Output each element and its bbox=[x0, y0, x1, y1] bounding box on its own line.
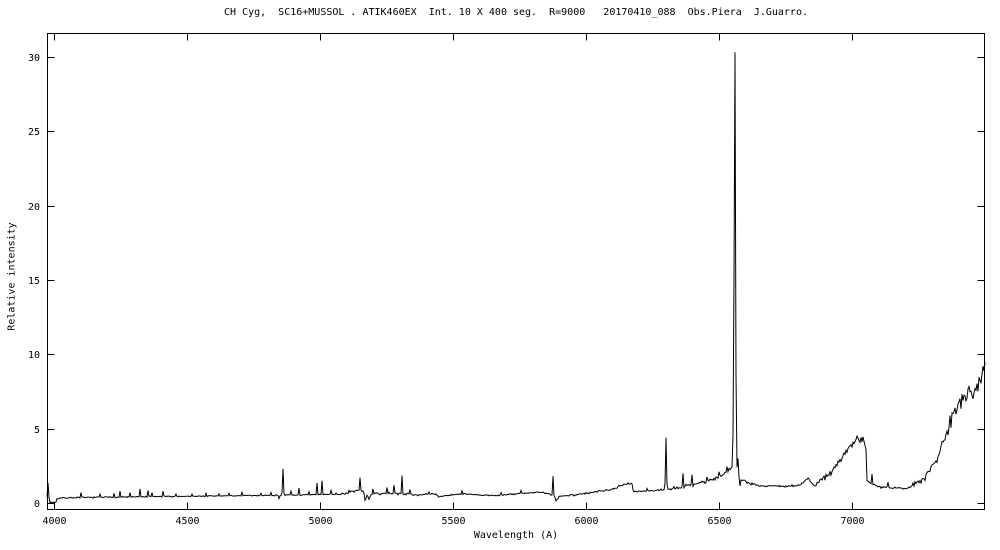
y-tick-label: 30 bbox=[28, 53, 40, 64]
y-tick-label: 10 bbox=[28, 350, 40, 361]
x-axis-label: Wavelength (A) bbox=[473, 530, 559, 541]
x-tick-label: 5000 bbox=[308, 516, 332, 527]
plot-border bbox=[47, 33, 985, 510]
y-tick-label: 0 bbox=[34, 499, 40, 510]
x-tick-label: 6500 bbox=[707, 516, 731, 527]
plot-title: CH Cyg, SC16+MUSSOL . ATIK460EX Int. 10 … bbox=[224, 7, 808, 18]
y-tick-label: 25 bbox=[28, 127, 40, 138]
x-tick-label: 6000 bbox=[574, 516, 598, 527]
y-tick-label: 20 bbox=[28, 202, 40, 213]
y-tick-label: 15 bbox=[28, 276, 40, 287]
x-tick-label: 7000 bbox=[840, 516, 864, 527]
spectrum-trace bbox=[46, 52, 986, 504]
x-tick-label: 4000 bbox=[42, 516, 66, 527]
x-tick-label: 4500 bbox=[175, 516, 199, 527]
x-tick-label: 5500 bbox=[441, 516, 465, 527]
y-tick-label: 5 bbox=[34, 425, 40, 436]
